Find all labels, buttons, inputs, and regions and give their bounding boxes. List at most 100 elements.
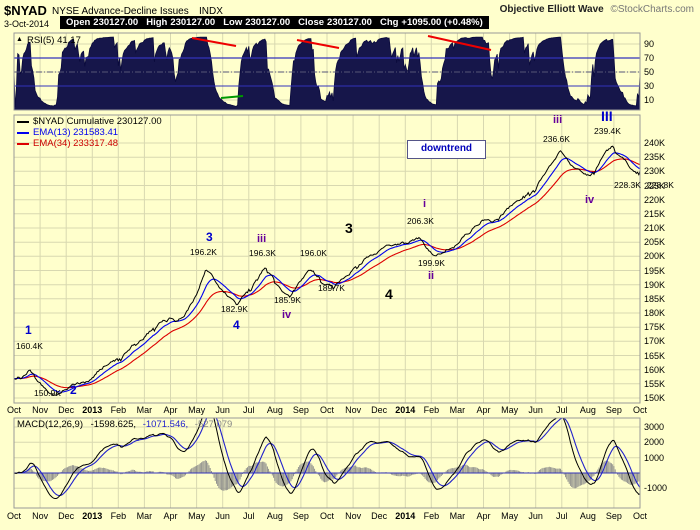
wave-annotation: 4 <box>233 318 240 332</box>
macd-axis-tick: 2000 <box>644 437 665 448</box>
legend-line-icon <box>17 120 29 123</box>
legend-cumulative-label: $NYAD Cumulative 230127.00 <box>33 116 162 127</box>
price-axis-tick: 165K <box>644 350 666 361</box>
annotation-trendline <box>220 95 244 99</box>
price-axis-tick: 205K <box>644 237 666 248</box>
rsi-axis-tick: 10 <box>644 95 655 105</box>
x-axis-label: Oct <box>319 404 335 415</box>
x-axis-label: Oct <box>6 404 22 415</box>
legend-ema13: EMA(13) 231583.41 <box>17 127 118 138</box>
wave-annotation: 196.3K <box>249 248 276 258</box>
price-axis-tick: 215K <box>644 208 666 219</box>
price-axis-tick: 210K <box>644 223 666 233</box>
x-axis-label: Dec <box>58 511 75 521</box>
price-axis-tick: 150K <box>644 393 666 403</box>
macd-axis-tick: -1000 <box>644 483 668 494</box>
rsi-area <box>14 37 640 110</box>
price-axis-tick: 235K <box>644 152 666 163</box>
x-axis-label: Apr <box>476 404 491 415</box>
downtrend-annotation: downtrend <box>407 140 486 159</box>
low-value: 230127.00 <box>245 17 291 28</box>
x-axis-label: Sep <box>605 511 622 521</box>
price-axis-tick: 200K <box>644 251 666 262</box>
x-axis-label: 2013 <box>82 511 103 521</box>
macd-axis-tick: 1000 <box>644 452 665 463</box>
macd-line <box>14 418 640 499</box>
annotation-trendline <box>427 35 492 51</box>
price-axis-tick: 175K <box>644 322 666 333</box>
x-axis-label: May <box>188 404 206 415</box>
x-axis-label: Dec <box>371 404 388 415</box>
rsi-reference-lines <box>14 35 640 99</box>
wave-annotation: i <box>423 198 427 210</box>
x-axis-label: Apr <box>163 511 178 521</box>
wave-annotation: 150.9K <box>34 388 61 398</box>
x-axis-label: Apr <box>476 511 491 521</box>
symbol: $NYAD <box>4 3 47 18</box>
macd-axis-tick: 3000 <box>644 422 665 432</box>
wave-annotation: 182.9K <box>221 304 248 314</box>
macd-series <box>14 418 640 499</box>
price-axis-tick: 155K <box>644 378 666 389</box>
x-axis-label: Jul <box>555 511 568 521</box>
source-credit: ©StockCharts.com <box>610 4 694 15</box>
x-axis-label: Oct <box>319 511 335 521</box>
macd-histogram-value: -527.079 <box>194 419 233 430</box>
wave-annotation: 196.0K <box>300 248 327 258</box>
annotator-name: Objective Elliott Wave <box>499 4 604 15</box>
legend-line-icon <box>17 142 29 145</box>
x-axis-label: Oct <box>632 404 648 415</box>
exchange-label: INDX <box>199 6 223 17</box>
x-axis-label: Jul <box>242 404 255 415</box>
rsi-line <box>14 36 640 108</box>
x-axis-label: Feb <box>423 404 440 415</box>
change-value: +1095.00 (+0.48%) <box>401 17 483 28</box>
collapse-arrow-icon: ▲ <box>16 36 23 43</box>
x-axis-label: Mar <box>136 404 153 415</box>
wave-annotation: iii <box>257 233 267 245</box>
x-axis-label: Jun <box>215 511 230 521</box>
wave-annotation: iii <box>553 114 563 126</box>
wave-annotation: 239.4K <box>594 126 621 136</box>
macd-value: -1598.625, <box>90 419 137 430</box>
x-axis-label: Nov <box>32 404 49 415</box>
high-label: High <box>146 17 168 28</box>
wave-annotation: 196.2K <box>190 247 217 257</box>
x-axis-label: May <box>188 511 206 521</box>
legend-ema34-label: EMA(34) 233317.48 <box>33 138 119 149</box>
x-axis-label: Feb <box>110 511 127 521</box>
rsi-axis-tick: 30 <box>644 81 655 91</box>
x-axis-label: Feb <box>110 404 127 415</box>
close-label: Close <box>298 17 325 28</box>
cumulative-line <box>14 145 640 396</box>
x-axis-label: Aug <box>266 404 283 415</box>
price-axis-tick: 240K <box>644 138 666 148</box>
wave-annotation: 189.7K <box>318 283 345 293</box>
price-axis-tick: 225K <box>644 180 666 191</box>
x-axis-label: Mar <box>136 511 153 521</box>
wave-annotation: 160.4K <box>16 341 43 351</box>
rsi-legend: RSI(5) 41.17 <box>27 35 81 46</box>
panel-borders <box>13 32 641 509</box>
price-axis-tick: 180K <box>644 308 666 318</box>
x-axis-label: May <box>501 404 519 415</box>
rsi-axis-tick: 90 <box>644 39 655 49</box>
wave-annotation: 4 <box>385 286 393 302</box>
legend-ema13-label: EMA(13) 231583.41 <box>33 127 119 138</box>
x-axis-label: May <box>501 511 519 521</box>
x-axis-label: Dec <box>371 511 388 521</box>
wave-annotation: iv <box>585 194 595 206</box>
x-axis-label: Aug <box>266 511 283 521</box>
quote-bar: Open 230127.00 High 230127.00 Low 230127… <box>60 16 489 29</box>
x-axis-label: 2013 <box>82 404 103 415</box>
x-axis-label: Apr <box>163 404 178 415</box>
x-axis-label: Mar <box>449 404 466 415</box>
price-axis-tick: 185K <box>644 293 666 304</box>
wave-annotation: iv <box>282 309 292 321</box>
x-axis-label: Jun <box>528 404 543 415</box>
price-axis-tick: 220K <box>644 194 666 205</box>
change-label: Chg <box>379 17 399 28</box>
macd-signal-value: -1071.546, <box>142 419 189 430</box>
